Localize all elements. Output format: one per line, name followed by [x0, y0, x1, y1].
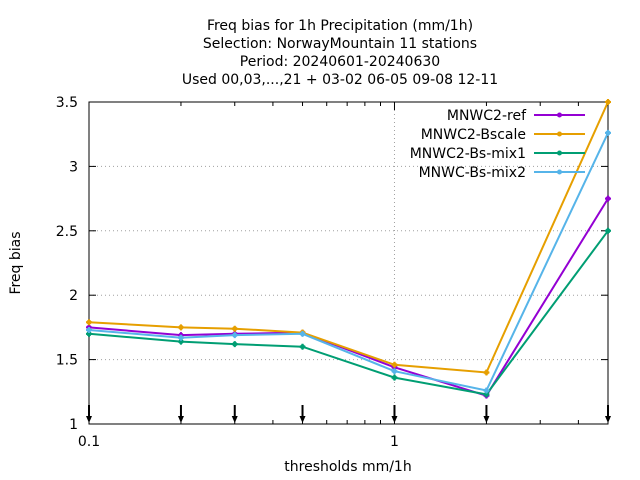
case-marker-head [231, 416, 238, 423]
chart-title: Freq bias for 1h Precipitation (mm/1h) Se… [182, 18, 498, 88]
data-point [300, 344, 306, 350]
case-marker [605, 405, 611, 423]
data-point [178, 324, 184, 330]
y-tick-label: 3 [69, 159, 78, 175]
legend-item: MNWC2-Bs-mix1 [410, 146, 585, 162]
case-marker [483, 405, 490, 423]
case-marker [231, 405, 238, 423]
data-point [605, 228, 611, 234]
legend-swatch-point [557, 169, 562, 175]
data-point [232, 341, 238, 347]
x-axis-ticks: 0.1 1 [78, 102, 609, 450]
case-marker [86, 405, 92, 423]
legend-label: MNWC2-ref [447, 108, 527, 124]
data-point [232, 326, 238, 332]
y-tick-label: 3.5 [56, 95, 78, 111]
case-marker-head [299, 416, 306, 423]
data-point [391, 362, 397, 368]
data-point [605, 99, 611, 105]
data-point [391, 375, 397, 381]
series-mnwc-bs-mix2 [86, 129, 611, 394]
title-line: Freq bias for 1h Precipitation (mm/1h) [207, 18, 473, 34]
data-point [483, 369, 489, 375]
legend-swatch-point [557, 131, 562, 137]
case-marker-head [391, 416, 398, 423]
series-lines [86, 99, 611, 399]
x-tick-label: 0.1 [78, 434, 100, 450]
data-point [483, 391, 489, 397]
legend-item: MNWC-Bs-mix2 [419, 165, 585, 181]
series-line [88, 230, 609, 396]
grid-lines [89, 102, 608, 424]
data-point [391, 368, 397, 374]
legend-item: MNWC2-ref [447, 108, 585, 124]
title-line: Used 00,03,...,21 + 03-02 06-05 09-08 12… [182, 72, 498, 88]
data-point [86, 327, 92, 333]
legend-label: MNWC2-Bscale [421, 127, 526, 143]
data-point [605, 196, 611, 202]
data-point [86, 331, 92, 337]
legend-label: MNWC2-Bs-mix1 [410, 146, 526, 162]
y-tick-label: 1.5 [56, 353, 78, 369]
case-marker [299, 405, 306, 423]
series-line [88, 101, 609, 374]
case-marker [391, 405, 398, 423]
legend-swatch-point [557, 112, 562, 118]
plot-frame [88, 101, 609, 425]
case-marker-head [177, 416, 184, 423]
case-marker-head [483, 416, 490, 423]
legend-swatch-point [557, 150, 562, 156]
legend-label: MNWC-Bs-mix2 [419, 165, 526, 181]
case-marker-head [86, 416, 92, 423]
title-line: Selection: NorwayMountain 11 stations [203, 36, 477, 52]
y-axis-label: Freq bias [8, 231, 24, 294]
title-line: Period: 20240601-20240630 [240, 54, 440, 70]
data-point [86, 319, 92, 325]
y-tick-label: 2 [69, 288, 78, 304]
legend: MNWC2-ref MNWC2-Bscale MNWC2-Bs-mix1 MNWC-B… [410, 108, 585, 181]
legend-item: MNWC2-Bscale [421, 127, 585, 143]
y-tick-label: 2.5 [56, 224, 78, 240]
data-point [483, 388, 489, 394]
data-point [605, 130, 611, 136]
data-point [178, 335, 184, 341]
y-tick-label: 1 [69, 417, 78, 433]
series-mnwc2-bs-mix1 [86, 227, 611, 398]
series-mnwc2-ref [86, 195, 611, 399]
y-axis-ticks: 1 1.5 2 2.5 3 3.5 [56, 95, 608, 433]
case-marker-head [605, 416, 611, 423]
case-marker [177, 405, 184, 423]
series-line [88, 132, 609, 392]
data-point [178, 339, 184, 345]
x-axis-label: thresholds mm/1h [284, 459, 411, 475]
case-markers [86, 405, 611, 423]
x-tick-label: 1 [390, 434, 399, 450]
data-point [232, 332, 238, 338]
data-point [300, 331, 306, 337]
